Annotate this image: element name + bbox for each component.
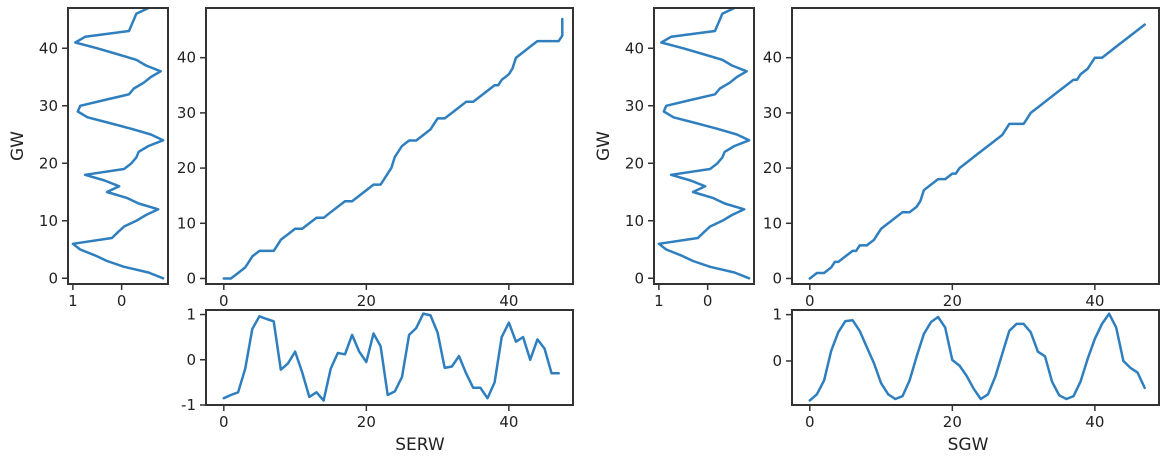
main-panel-xtick-label: 20 bbox=[357, 292, 376, 310]
bottom-panel-ytick-label: -1 bbox=[181, 396, 196, 414]
main-panel-ytick-label: 40 bbox=[177, 49, 196, 67]
bottom-panel-frame bbox=[791, 309, 1160, 406]
main-panel-frame bbox=[205, 7, 574, 285]
bottom-panel-xtick-label: 0 bbox=[805, 413, 815, 431]
main-panel-ytick-label: 10 bbox=[763, 214, 782, 232]
side-panel-frame bbox=[653, 7, 755, 285]
side-panel-xtick-label: 0 bbox=[703, 292, 713, 310]
side-panel-ytick-label: 30 bbox=[39, 97, 58, 115]
main-panel-ytick-label: 0 bbox=[186, 269, 196, 287]
bottom-panel-series-line bbox=[222, 312, 560, 402]
side-panel-ytick-label: 40 bbox=[39, 39, 58, 57]
bottom-panel-ytick-label: 0 bbox=[772, 352, 782, 370]
main-panel-xtick-label: 40 bbox=[1085, 292, 1104, 310]
bottom-panel-ytick-label: 1 bbox=[186, 306, 196, 324]
side-panel-series-line bbox=[71, 6, 165, 280]
bottom-panel-series-line bbox=[808, 312, 1146, 402]
bottom-panel-xtick-label: 40 bbox=[1085, 413, 1104, 431]
main-panel-ytick-label: 30 bbox=[177, 104, 196, 122]
bottom-panel-xtick-label: 0 bbox=[219, 413, 229, 431]
main-panel-series-line bbox=[222, 17, 564, 280]
side-panel-ytick-label: 10 bbox=[625, 212, 644, 230]
side-panel-ytick-label: 30 bbox=[625, 97, 644, 115]
bottom-panel-xtick-label: 20 bbox=[357, 413, 376, 431]
side-panel-ytick-label: 40 bbox=[625, 39, 644, 57]
y-axis-label: GW bbox=[8, 131, 28, 161]
main-panel-series-line bbox=[808, 23, 1146, 280]
side-panel-ytick-label: 0 bbox=[48, 269, 58, 287]
side-panel-xtick-label: 0 bbox=[117, 292, 127, 310]
main-panel-ytick-label: 10 bbox=[177, 214, 196, 232]
main-panel-ytick-label: 20 bbox=[177, 159, 196, 177]
main-panel-xtick-label: 0 bbox=[805, 292, 815, 310]
y-axis-label: GW bbox=[594, 131, 614, 161]
bottom-panel-xtick-label: 40 bbox=[499, 413, 518, 431]
x-axis-label: SGW bbox=[948, 435, 989, 455]
side-panel-series-line bbox=[657, 6, 751, 280]
x-axis-label: SERW bbox=[395, 435, 445, 455]
side-panel-ytick-label: 20 bbox=[625, 154, 644, 172]
side-panel-ytick-label: 0 bbox=[634, 269, 644, 287]
main-panel-xtick-label: 0 bbox=[219, 292, 229, 310]
bottom-panel-frame bbox=[205, 309, 574, 406]
side-panel-ytick-label: 20 bbox=[39, 154, 58, 172]
main-panel-frame bbox=[791, 7, 1160, 285]
bottom-panel-xtick-label: 20 bbox=[943, 413, 962, 431]
main-panel-ytick-label: 40 bbox=[763, 49, 782, 67]
main-panel-xtick-label: 40 bbox=[499, 292, 518, 310]
main-panel-xtick-label: 20 bbox=[943, 292, 962, 310]
side-panel-xtick-label: 1 bbox=[654, 292, 664, 310]
side-panel-ytick-label: 10 bbox=[39, 212, 58, 230]
side-panel-frame bbox=[67, 7, 169, 285]
main-panel-ytick-label: 30 bbox=[763, 104, 782, 122]
main-panel-ytick-label: 20 bbox=[763, 159, 782, 177]
side-panel-xtick-label: 1 bbox=[68, 292, 78, 310]
main-panel-ytick-label: 0 bbox=[772, 269, 782, 287]
bottom-panel-ytick-label: 1 bbox=[772, 306, 782, 324]
bottom-panel-ytick-label: 0 bbox=[186, 351, 196, 369]
